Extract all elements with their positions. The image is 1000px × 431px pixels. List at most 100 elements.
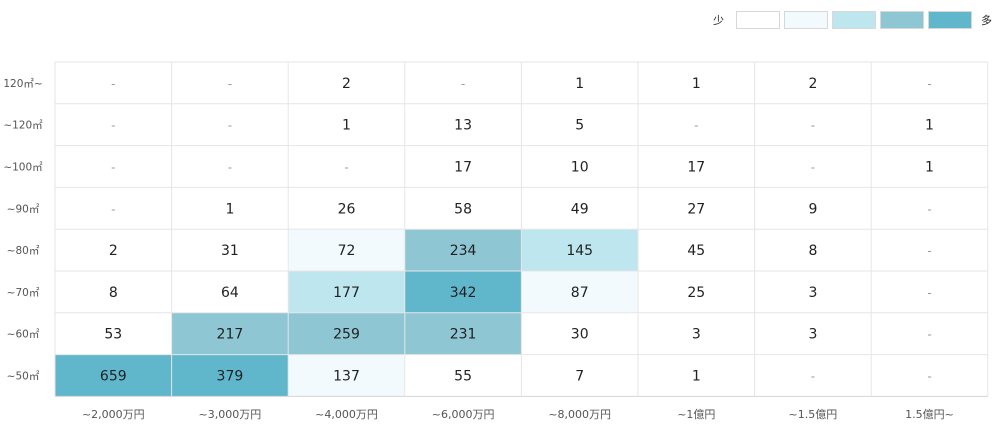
cell-value-label: 8 <box>808 243 817 259</box>
cell-value-label: 72 <box>338 243 356 259</box>
heatmap-cell <box>55 312 172 355</box>
x-tick-label: ~2,000万円 <box>82 408 145 421</box>
heatmap-cell <box>288 354 405 397</box>
heatmap-cell <box>754 312 872 355</box>
heatmap-cell <box>404 354 522 397</box>
x-tick-label: 1.5億円~ <box>905 408 954 421</box>
cell-value-label: 145 <box>566 243 593 259</box>
cell-value-label: 137 <box>333 369 360 385</box>
cell-value-label: - <box>228 161 232 175</box>
cell-value-label: 13 <box>454 118 472 134</box>
cell-value-label: - <box>694 119 698 133</box>
heatmap-cell <box>521 62 638 104</box>
cell-value-label: 2 <box>808 76 817 92</box>
heatmap-cell <box>171 62 289 104</box>
heatmap-cell <box>404 271 522 313</box>
cell-value-label: 379 <box>217 369 244 385</box>
y-tick-label: 120㎡~ <box>3 78 42 90</box>
heatmap-cell <box>55 145 172 188</box>
heatmap-cell <box>404 187 522 230</box>
heatmap-cell <box>638 354 755 397</box>
x-tick-label: ~1億円 <box>677 408 715 421</box>
cell-value-label: 17 <box>454 160 472 176</box>
cell-value-label: 234 <box>450 243 477 259</box>
color-legend: 少 多 <box>713 10 992 30</box>
cell-value-label: 2 <box>109 243 118 259</box>
heatmap-cell <box>55 229 172 271</box>
heatmap-cell <box>288 62 405 104</box>
cell-value-label: - <box>228 119 232 133</box>
cell-value-label: - <box>228 77 232 91</box>
heatmap-cell <box>288 229 405 271</box>
y-tick-label: ~120㎡ <box>3 120 43 132</box>
heatmap-cell <box>871 271 988 313</box>
cell-value-label: 10 <box>571 160 589 176</box>
heatmap-cell <box>55 103 172 146</box>
heatmap-cell <box>521 145 638 188</box>
heatmap-cell <box>171 145 289 188</box>
cell-value-label: - <box>111 161 115 175</box>
heatmap-cell <box>638 229 755 271</box>
cell-value-label: 3 <box>692 327 701 343</box>
heatmap-cell <box>521 271 638 313</box>
heatmap-cell <box>521 187 638 230</box>
heatmap-cell <box>638 312 755 355</box>
x-tick-label: ~6,000万円 <box>432 408 495 421</box>
heatmap-cell <box>404 312 522 355</box>
heatmap-cell <box>754 187 872 230</box>
cell-value-label: - <box>927 328 931 342</box>
heatmap-cell <box>171 229 289 271</box>
cell-value-label: - <box>927 286 931 300</box>
cell-value-label: 3 <box>808 327 817 343</box>
cell-value-label: 87 <box>571 285 589 301</box>
cell-value-label: 30 <box>571 327 589 343</box>
legend-swatch-1 <box>784 11 828 29</box>
heatmap-cell <box>754 229 872 271</box>
cell-value-label: 5 <box>575 118 584 134</box>
heatmap-cell <box>171 312 289 355</box>
heatmap-cell <box>754 103 872 146</box>
x-tick-label: ~4,000万円 <box>315 408 378 421</box>
cell-value-label: 25 <box>687 285 705 301</box>
legend-low-label: 少 <box>713 14 724 27</box>
heatmap-cell <box>871 103 988 146</box>
cell-value-label: 1 <box>342 118 351 134</box>
heatmap-cell <box>404 145 522 188</box>
heatmap-cell <box>55 187 172 230</box>
cell-value-label: - <box>811 119 815 133</box>
cell-value-label: - <box>111 202 115 216</box>
heatmap-cell <box>638 145 755 188</box>
heatmap-cell <box>404 62 522 104</box>
cell-value-label: 64 <box>221 285 239 301</box>
cell-value-label: - <box>927 77 931 91</box>
heatmap-cell <box>171 103 289 146</box>
y-tick-label: ~100㎡ <box>3 162 43 174</box>
heatmap-cell <box>55 62 172 104</box>
cell-value-label: - <box>927 244 931 258</box>
heatmap-cell <box>288 145 405 188</box>
cell-value-label: 45 <box>687 243 705 259</box>
cell-value-label: 1 <box>575 76 584 92</box>
cell-value-label: 55 <box>454 369 472 385</box>
cell-value-label: - <box>344 161 348 175</box>
legend-high-label: 多 <box>981 14 992 27</box>
heatmap-cell <box>55 354 172 397</box>
cell-value-label: - <box>811 370 815 384</box>
heatmap-cell <box>754 271 872 313</box>
heatmap-cell <box>288 312 405 355</box>
x-tick-label: ~8,000万円 <box>548 408 611 421</box>
y-tick-label: ~80㎡ <box>7 245 40 257</box>
cell-value-label: 231 <box>450 327 477 343</box>
heatmap-cell <box>288 187 405 230</box>
heatmap-cell <box>638 103 755 146</box>
y-tick-label: ~50㎡ <box>7 371 40 383</box>
heatmap-cell <box>871 145 988 188</box>
cell-value-label: 1 <box>225 201 234 217</box>
legend-swatch-0 <box>736 11 780 29</box>
heatmap-cell <box>754 62 872 104</box>
heatmap-cell <box>404 229 522 271</box>
cell-value-label: 217 <box>217 327 244 343</box>
heatmap-cell <box>521 354 638 397</box>
y-tick-label: ~90㎡ <box>7 203 40 215</box>
legend-swatch-2 <box>832 11 876 29</box>
